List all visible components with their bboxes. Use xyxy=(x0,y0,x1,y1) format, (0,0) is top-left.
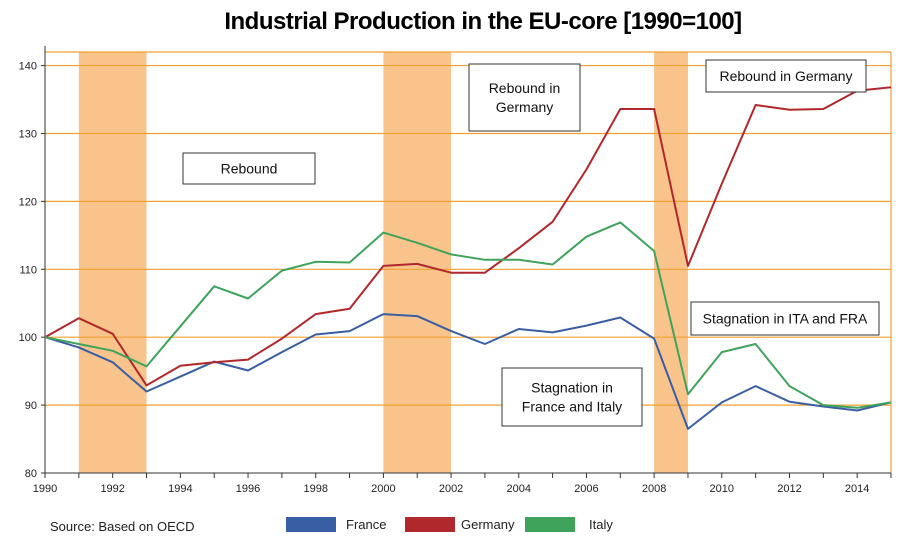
annotation-frame-1 xyxy=(468,63,581,132)
x-tick-label-1996: 1996 xyxy=(236,483,260,495)
x-tick-label-2012: 2012 xyxy=(777,483,801,495)
legend-item-italy: Italy xyxy=(525,517,613,532)
annotation-frame-2 xyxy=(705,59,867,93)
annotation-frame-4 xyxy=(501,367,643,427)
annotation-box-0: Rebound xyxy=(182,152,316,185)
annotation-text-0-0: Rebound xyxy=(221,161,278,177)
annotation-text-4-1: France and Italy xyxy=(522,399,622,415)
x-tick-label-2004: 2004 xyxy=(507,483,531,495)
series-lines xyxy=(44,86,892,430)
y-tick-label-100: 100 xyxy=(19,332,37,344)
x-tick-label-1994: 1994 xyxy=(168,483,192,495)
legend-item-germany: Germany xyxy=(405,517,514,532)
y-tick-label-110: 110 xyxy=(19,264,37,276)
source-note: Source: Based on OECD xyxy=(50,519,195,534)
x-tick-label-1990: 1990 xyxy=(33,483,57,495)
x-tick-label-2008: 2008 xyxy=(642,483,666,495)
x-tick-label-2006: 2006 xyxy=(574,483,598,495)
x-tick-label-2000: 2000 xyxy=(371,483,395,495)
shaded-period-2 xyxy=(654,52,688,473)
x-tick-label-2002: 2002 xyxy=(439,483,463,495)
legend-swatch-italy xyxy=(525,517,575,532)
annotation-text-3-0: Stagnation in ITA and FRA xyxy=(703,311,868,327)
x-tick-label-2014: 2014 xyxy=(845,483,869,495)
x-tick-label-1992: 1992 xyxy=(100,483,124,495)
x-tick-label-1998: 1998 xyxy=(303,483,327,495)
annotation-box-1: Rebound in Germany xyxy=(468,63,581,132)
annotation-box-3: Stagnation in ITA and FRA xyxy=(690,301,880,336)
y-tick-label-130: 130 xyxy=(19,128,37,140)
annotation-text-1-0: Rebound in xyxy=(489,80,561,96)
series-line-germany xyxy=(44,86,892,387)
series-line-italy xyxy=(44,221,892,409)
legend-swatch-germany xyxy=(405,517,455,532)
grid-lines xyxy=(45,51,892,473)
annotation-frame-0 xyxy=(182,152,316,185)
legend-item-france: France xyxy=(286,517,386,532)
shaded-period-0 xyxy=(78,52,147,473)
legend-label-germany: Germany xyxy=(461,517,515,532)
annotation-frame-3 xyxy=(690,301,880,336)
y-tick-label-120: 120 xyxy=(19,196,37,208)
annotation-box-4: Stagnation in France and Italy xyxy=(501,367,643,427)
legend-swatch-france xyxy=(286,517,336,532)
y-tick-label-80: 80 xyxy=(25,468,37,480)
annotation-text-2-0: Rebound in Germany xyxy=(719,68,852,84)
shaded-periods xyxy=(78,52,688,473)
annotation-box-2: Rebound in Germany xyxy=(705,59,867,93)
legend-label-italy: Italy xyxy=(589,517,613,532)
shaded-period-1 xyxy=(383,52,452,473)
chart-title: Industrial Production in the EU-core [19… xyxy=(224,8,742,35)
axes: 80 90 100 110 120 130 140 1990 1992 1994 1996 1998 2… xyxy=(19,46,892,495)
y-tick-label-140: 140 xyxy=(19,61,37,73)
annotation-text-4-0: Stagnation in xyxy=(531,380,613,396)
legend-label-france: France xyxy=(346,517,387,532)
chart-footer: Source: Based on OECD France Germany Ita… xyxy=(0,514,900,540)
series-line-france xyxy=(44,313,892,430)
y-tick-label-90: 90 xyxy=(25,400,37,412)
x-tick-label-2010: 2010 xyxy=(710,483,734,495)
annotation-text-1-1: Germany xyxy=(496,99,554,115)
